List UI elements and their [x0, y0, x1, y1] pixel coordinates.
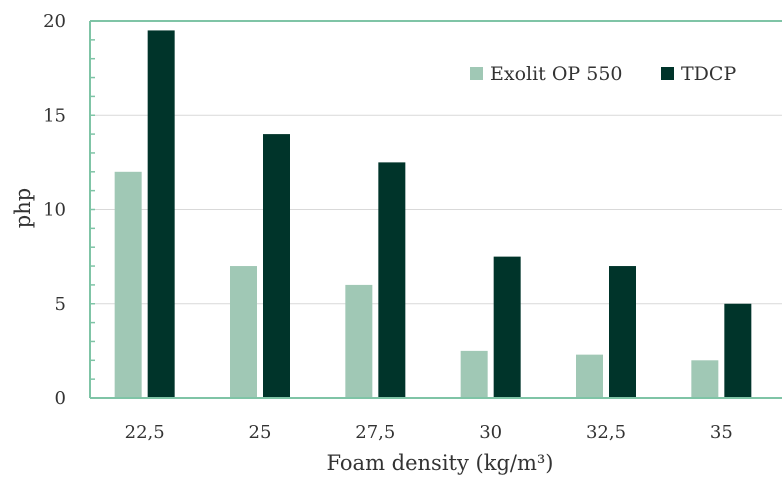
bar-tdcp: [263, 134, 290, 398]
x-axis-title: Foam density (kg/m³): [326, 451, 553, 475]
bars: [114, 30, 752, 399]
y-tick-label: 20: [43, 11, 66, 32]
bar-exolit: [230, 266, 257, 398]
legend-swatch: [470, 67, 483, 80]
y-axis-title: php: [11, 188, 35, 228]
bar-exolit: [460, 350, 488, 398]
x-tick-label: 25: [249, 422, 272, 443]
x-tick-label: 22,5: [125, 422, 165, 443]
bar-exolit: [576, 354, 603, 398]
bar-tdcp: [378, 162, 406, 398]
y-tick-label: 0: [55, 388, 66, 409]
legend-label: TDCP: [681, 63, 736, 85]
x-tick-label: 30: [479, 422, 502, 443]
bar-tdcp: [609, 266, 636, 398]
y-tick-label: 5: [55, 294, 66, 315]
y-tick-label: 10: [43, 200, 66, 221]
bar-exolit: [114, 171, 142, 398]
bar-tdcp: [724, 303, 752, 398]
legend-swatch: [661, 67, 674, 80]
x-tick-label: 32,5: [586, 422, 626, 443]
bar-tdcp: [493, 256, 521, 398]
x-tick-label: 35: [710, 422, 733, 443]
bar-exolit: [345, 284, 373, 398]
gridlines: [90, 20, 782, 305]
x-tick-label: 27,5: [355, 422, 395, 443]
legend-label: Exolit OP 550: [490, 63, 623, 85]
axes: [89, 20, 782, 399]
bar-exolit: [691, 360, 719, 398]
y-tick-label: 15: [43, 105, 66, 126]
bar-tdcp: [147, 30, 175, 399]
y-tick-labels: 0 5 10 15 20: [43, 11, 66, 409]
x-tick-labels: 22,5 25 27,5 30 32,5 35: [125, 422, 733, 443]
legend: Exolit OP 550 TDCP: [470, 63, 736, 85]
